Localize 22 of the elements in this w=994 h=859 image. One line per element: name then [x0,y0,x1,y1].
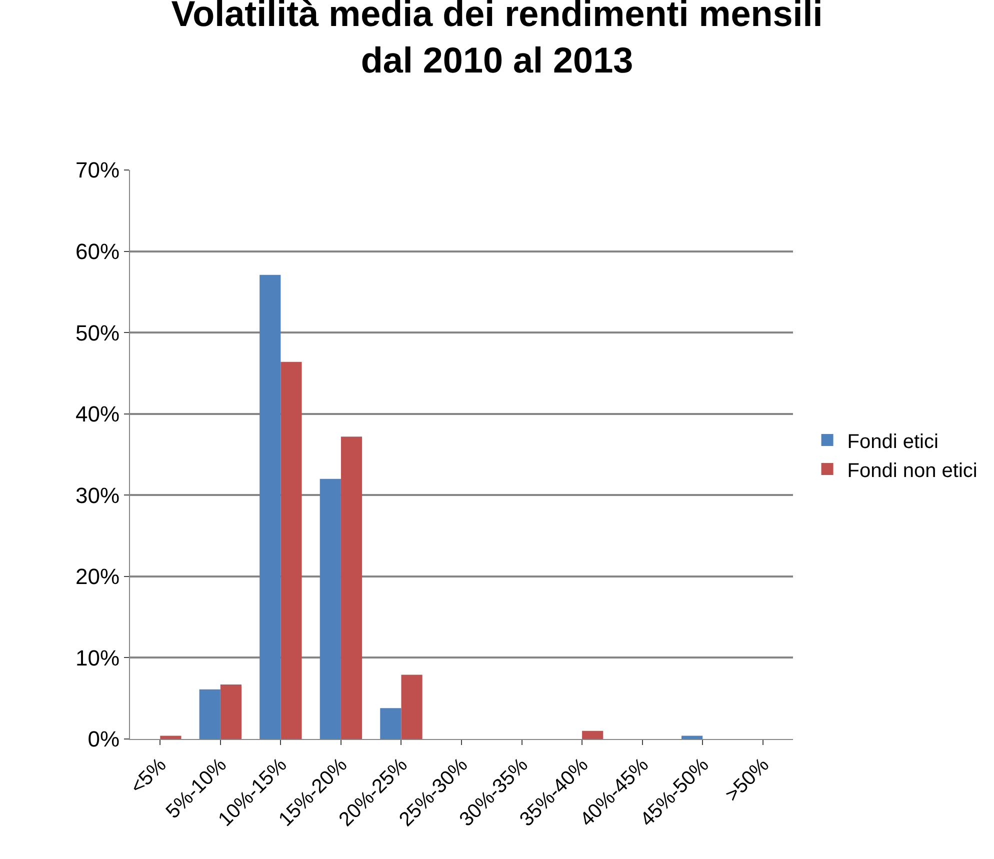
bar [582,730,604,739]
y-tick-label: 0% [88,726,120,752]
bar [320,478,341,739]
bar [199,689,220,739]
y-tick-label: 60% [76,238,120,264]
bar [682,736,703,739]
y-tick-label: 30% [76,482,120,508]
bar [260,274,281,739]
x-tick-label: <5% [126,754,171,798]
bar [340,436,362,739]
bar [220,684,242,739]
y-tick-label: 50% [76,320,120,346]
y-tick-label: 10% [76,645,120,670]
bar [160,736,182,739]
y-tick-label: 70% [76,158,120,183]
y-tick-label: 40% [76,402,120,427]
legend-label: Fondi etici [847,430,938,453]
bar [280,362,302,739]
bar [380,708,402,739]
bar [401,674,422,739]
legend-label: Fondi non etici [847,460,978,482]
y-tick-label: 20% [76,564,120,590]
